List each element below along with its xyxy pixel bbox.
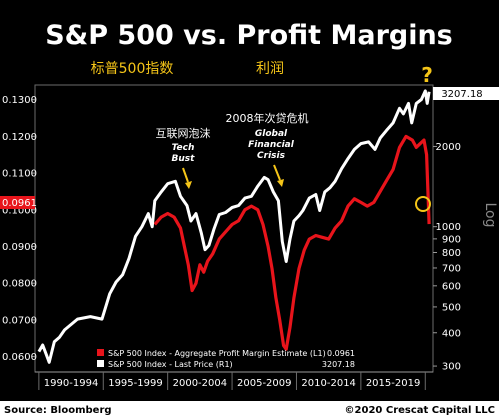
sp500-price-line [37, 89, 431, 364]
crisis-en-2: Financial [248, 140, 295, 150]
x-tick-label: 2005-2009 [237, 378, 292, 389]
right-tick-label: 300 [442, 362, 461, 373]
question-mark: ? [421, 63, 433, 87]
subtitle-left: 标普500指数 [91, 61, 174, 77]
x-tick-label: 2015-2019 [366, 378, 421, 389]
chart-title: S&P 500 vs. Profit Margins [45, 20, 453, 51]
x-tick-label: 2000-2004 [173, 378, 228, 389]
legend-margin-value: 0.0961 [327, 349, 355, 358]
copyright-text: ©2020 Crescat Capital LLC [345, 405, 495, 416]
tech-bubble-en-2: Bust [172, 154, 196, 164]
latest-point-highlight [415, 196, 431, 212]
left-tick-label: 0.0900 [2, 242, 37, 253]
profit-margin-line [153, 134, 431, 351]
log-axis-label: Log [482, 202, 498, 227]
left-tick-label: 0.0800 [2, 279, 37, 290]
right-tick-label: 700 [442, 263, 461, 274]
left-tick-label: 0.0600 [2, 352, 37, 363]
tech-bubble-cn: 互联网泡沫 [156, 126, 211, 140]
x-axis: 1990-1994 1995-1999 2000-2004 2005-2009 2010… [38, 372, 426, 390]
source-bar [0, 401, 499, 417]
left-tick-label: 0.1100 [2, 169, 37, 180]
right-tick-label: 600 [442, 281, 461, 292]
right-tick-label: 800 [442, 248, 461, 259]
tech-bust-arrow-icon [182, 167, 192, 189]
right-tick-label: 2000 [436, 142, 461, 153]
left-tick-label: 0.1000 [2, 205, 37, 216]
legend-margin-name: S&P 500 Index - Aggregate Profit Margin … [108, 349, 326, 358]
left-axis: 0.0600 0.0700 0.0800 0.0900 0.1000 0.1100 0.12… [2, 95, 37, 363]
crisis-en-3: Crisis [257, 151, 286, 161]
legend-price-value: 3207.18 [322, 360, 355, 369]
svg-text:3207.18: 3207.18 [441, 89, 482, 100]
crisis-en-1: Global [255, 129, 288, 139]
margin-last-label: 0.0961 [0, 196, 37, 209]
right-tick-label: 900 [442, 234, 461, 245]
tech-bubble-en-1: Tech [172, 143, 195, 153]
crisis-cn: 2008年次贷危机 [226, 111, 309, 125]
left-tick-label: 0.1300 [2, 95, 37, 106]
legend: S&P 500 Index - Aggregate Profit Margin … [97, 349, 355, 369]
x-tick-label: 2010-2014 [301, 378, 356, 389]
price-last-label: 3207.18 [433, 87, 499, 100]
left-tick-label: 0.0700 [2, 315, 37, 326]
legend-price-name: S&P 500 Index - Last Price (R1) [108, 360, 233, 369]
x-tick-label: 1995-1999 [108, 378, 163, 389]
svg-text:0.0961: 0.0961 [2, 198, 37, 209]
source-text: Source: Bloomberg [4, 405, 112, 416]
right-tick-label: 1000 [436, 222, 461, 233]
subtitle-right: 利润 [256, 61, 284, 77]
left-tick-label: 0.1200 [2, 132, 37, 143]
right-tick-label: 500 [442, 302, 461, 313]
right-tick-label: 400 [442, 328, 461, 339]
x-tick-label: 1990-1994 [44, 378, 99, 389]
crisis-arrow-icon [273, 164, 284, 187]
